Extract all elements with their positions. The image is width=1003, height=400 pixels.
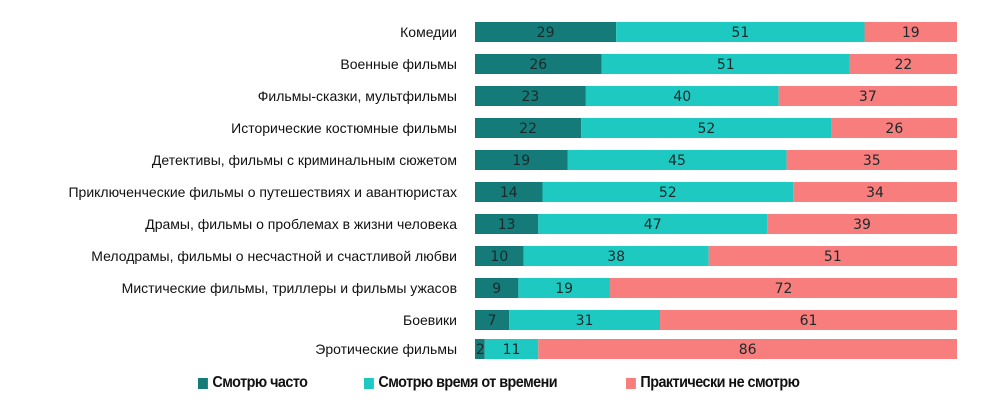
data-label: 38 xyxy=(607,249,625,265)
category-label: Военные фильмы xyxy=(340,56,457,72)
bar-segment xyxy=(509,310,661,330)
data-label: 11 xyxy=(503,342,521,358)
bar-segment xyxy=(864,22,957,42)
legend-swatch xyxy=(626,377,636,389)
bar-segment xyxy=(660,310,957,330)
bar-segment xyxy=(475,22,617,42)
legend-swatch xyxy=(364,377,374,389)
bar-segment xyxy=(523,246,709,266)
data-label: 13 xyxy=(498,217,516,233)
bar-segment xyxy=(849,54,957,74)
bar-segment xyxy=(793,182,957,202)
legend-label: Практически не смотрю xyxy=(640,374,800,391)
data-label: 22 xyxy=(895,57,913,73)
legend-item-never: Практически не смотрю xyxy=(626,374,800,392)
bar-segment xyxy=(601,54,850,74)
bar-segment xyxy=(538,214,768,234)
data-label: 51 xyxy=(731,25,749,41)
data-label: 10 xyxy=(490,249,508,265)
bar-segment xyxy=(475,118,582,138)
bar-segment xyxy=(778,86,957,106)
legend-swatch xyxy=(198,377,208,389)
data-label: 51 xyxy=(717,57,735,73)
bar-segment xyxy=(475,339,485,359)
legend: Смотрю часто Смотрю время от времени Пра… xyxy=(0,374,1003,398)
data-label: 40 xyxy=(673,89,691,105)
category-label: Исторические костюмные фильмы xyxy=(231,120,457,136)
bar-segment xyxy=(475,310,510,330)
category-label: Комедии xyxy=(400,24,457,40)
data-label: 37 xyxy=(859,89,877,105)
category-label: Эротические фильмы xyxy=(315,341,457,357)
category-label: Мелодрамы, фильмы о несчастной и счастли… xyxy=(91,248,457,264)
legend-label: Смотрю часто xyxy=(212,374,308,391)
data-label: 19 xyxy=(512,153,530,169)
data-label: 52 xyxy=(697,121,715,137)
data-label: 29 xyxy=(537,25,555,41)
data-label: 14 xyxy=(500,185,518,201)
bar-segment xyxy=(475,54,602,74)
bar-segment xyxy=(475,182,543,202)
bar-segment xyxy=(609,278,957,298)
bar-segment xyxy=(484,339,539,359)
bar-segment xyxy=(786,150,957,170)
data-label: 34 xyxy=(866,185,884,201)
category-label: Боевики xyxy=(403,312,457,328)
data-label: 9 xyxy=(492,281,501,297)
data-label: 23 xyxy=(522,89,540,105)
bar-segment xyxy=(585,86,779,106)
data-label: 2 xyxy=(476,342,485,358)
data-label: 51 xyxy=(824,249,842,265)
bar-segment xyxy=(518,278,610,298)
bar-segment xyxy=(831,118,957,138)
data-label: 35 xyxy=(863,153,881,169)
legend-item-sometimes: Смотрю время от времени xyxy=(364,374,558,392)
category-label: Приключенческие фильмы о путешествиях и … xyxy=(68,184,457,200)
bar-segment xyxy=(616,22,865,42)
data-label: 19 xyxy=(555,281,573,297)
bar-segment xyxy=(767,214,957,234)
legend-label: Смотрю время от времени xyxy=(378,374,558,391)
bar-segment xyxy=(475,214,539,234)
bar-segment xyxy=(542,182,794,202)
data-label: 7 xyxy=(488,313,497,329)
data-label: 39 xyxy=(853,217,871,233)
data-label: 31 xyxy=(576,313,594,329)
data-label: 45 xyxy=(668,153,686,169)
bar-segment xyxy=(567,150,787,170)
bar-segment xyxy=(538,339,957,359)
data-label: 26 xyxy=(529,57,547,73)
legend-item-often: Смотрю часто xyxy=(198,374,308,392)
bar-segment xyxy=(475,150,568,170)
data-label: 22 xyxy=(519,121,537,137)
data-label: 47 xyxy=(644,217,662,233)
category-label: Фильмы-сказки, мультфильмы xyxy=(258,88,457,104)
data-label: 61 xyxy=(800,313,818,329)
data-label: 19 xyxy=(902,25,920,41)
data-label: 52 xyxy=(659,185,677,201)
category-label: Детективы, фильмы с криминальным сюжетом xyxy=(152,152,457,168)
data-label: 72 xyxy=(775,281,793,297)
category-label: Мистические фильмы, триллеры и фильмы уж… xyxy=(122,280,457,296)
bar-segment xyxy=(475,278,519,298)
bar-segment xyxy=(475,246,524,266)
category-label: Драмы, фильмы о проблемах в жизни челове… xyxy=(145,216,457,232)
data-label: 26 xyxy=(885,121,903,137)
bar-segment xyxy=(708,246,957,266)
bar-segment xyxy=(581,118,832,138)
bar-segment xyxy=(475,86,586,106)
data-label: 86 xyxy=(739,342,757,358)
